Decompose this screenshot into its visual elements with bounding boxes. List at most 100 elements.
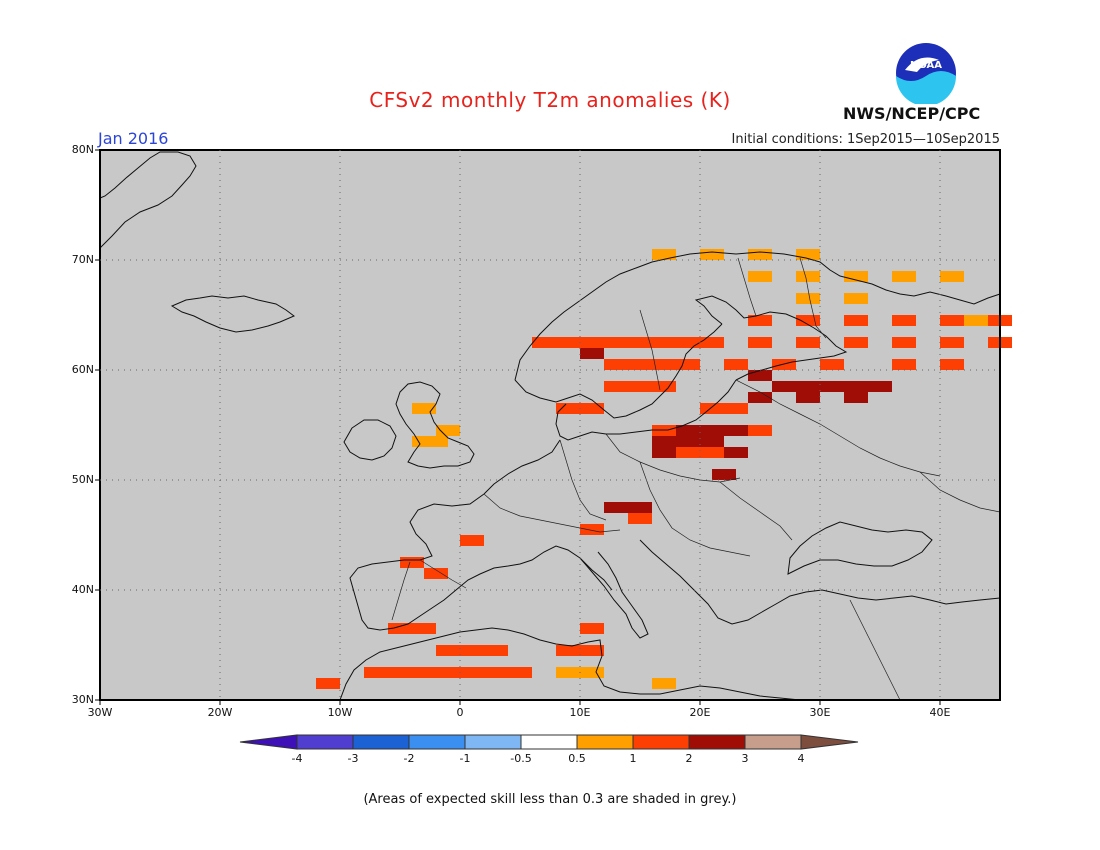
anomaly-cell [532,337,556,348]
anomaly-cell [700,425,724,436]
anomaly-cell [556,645,580,656]
anomaly-cell [316,678,340,689]
anomaly-cell [748,249,772,260]
anomaly-cell [580,348,604,359]
anomaly-cell [652,436,676,447]
greenland-coast [99,151,197,249]
anomaly-cell [436,425,460,436]
balkans-coast [639,539,1001,625]
anomaly-cell [796,271,820,282]
anomaly-cell [700,447,724,458]
anomaly-cell [748,315,772,326]
anomaly-cell [508,667,532,678]
anomaly-cell [940,315,964,326]
anomaly-cell [460,667,484,678]
colorbar-label: -1 [459,752,471,765]
anomaly-cell [820,359,844,370]
baltic-coast [555,379,737,441]
anomaly-cell [436,667,460,678]
anomaly-cell [796,293,820,304]
anomaly-cell [388,623,412,634]
lon-label: 20W [207,706,233,719]
anomaly-cell [844,392,868,403]
anomaly-cell [940,271,964,282]
france-iberia-coast [349,493,613,631]
lat-label: 40N [71,583,94,596]
anomaly-cell [580,403,604,414]
italy-coast [579,551,649,639]
organization-label: NWS/NCEP/CPC [843,104,981,123]
noaa-logo-icon: NOAA [896,43,956,104]
anomaly-cell [580,667,604,678]
anomaly-cell [892,359,916,370]
anomaly-cell [844,271,868,282]
anomaly-cell [388,667,412,678]
anomaly-cell [748,337,772,348]
anomaly-cell [796,337,820,348]
lat-label: 50N [71,473,94,486]
anomaly-cell [796,392,820,403]
anomaly-cell [676,337,700,348]
anomaly-cell [964,315,988,326]
anomaly-cell [556,403,580,414]
anomaly-cell [676,359,700,370]
anomaly-cell [604,359,628,370]
anomaly-cell [628,337,652,348]
anomaly-cell [400,557,424,568]
anomaly-cell [652,359,676,370]
iceland-coast [170,295,295,333]
anomaly-cell [844,381,868,392]
lat-label: 60N [71,363,94,376]
lat-label: 30N [71,693,94,706]
anomaly-cell [424,568,448,579]
anomaly-cell [676,425,700,436]
anomaly-cell [712,469,736,480]
anomaly-cell [724,359,748,370]
colorbar-label: 1 [629,752,637,765]
anomaly-cell [940,359,964,370]
colorbar-label: 4 [797,752,805,765]
country-borders [391,257,1001,701]
anomaly-cell [940,337,964,348]
anomaly-cell [748,271,772,282]
anomaly-cell [412,403,436,414]
black-sea-coast [787,521,933,575]
anomaly-cell [628,381,652,392]
map-background [100,150,1000,700]
lon-label: 30E [809,706,831,719]
map-frame [99,149,1001,701]
norway-south-coast [514,323,723,419]
anomaly-cell [700,436,724,447]
anomaly-cell [772,381,796,392]
map-grid [95,149,1000,705]
anomaly-cell [580,623,604,634]
anomaly-cell [844,293,868,304]
anomaly-cell [652,678,676,689]
anomaly-cell [844,337,868,348]
anomaly-cell [424,436,448,447]
anomaly-cell [604,337,628,348]
anomaly-cell [604,502,628,513]
colorbar-label: 3 [741,752,749,765]
anomaly-cell [580,337,604,348]
anomaly-cell [748,425,772,436]
colorbar-label: -4 [291,752,303,765]
anomaly-cell [412,623,436,634]
anomaly-cell [724,447,748,458]
anomaly-cell [436,645,460,656]
anomaly-cell [484,645,508,656]
anomaly-cell [820,381,844,392]
anomaly-cell [652,447,676,458]
anomaly-cell [652,249,676,260]
anomaly-cell [628,359,652,370]
month-label: Jan 2016 [98,129,169,148]
colorbar-label: 0.5 [568,752,586,765]
anomaly-cell [412,667,436,678]
ireland-coast [343,419,397,461]
initial-conditions-label: Initial conditions: 1Sep2015—10Sep2015 [731,132,1000,147]
lat-label: 80N [71,143,94,156]
anomaly-cell [364,667,388,678]
anomaly-cell [844,315,868,326]
anomaly-cell [652,337,676,348]
